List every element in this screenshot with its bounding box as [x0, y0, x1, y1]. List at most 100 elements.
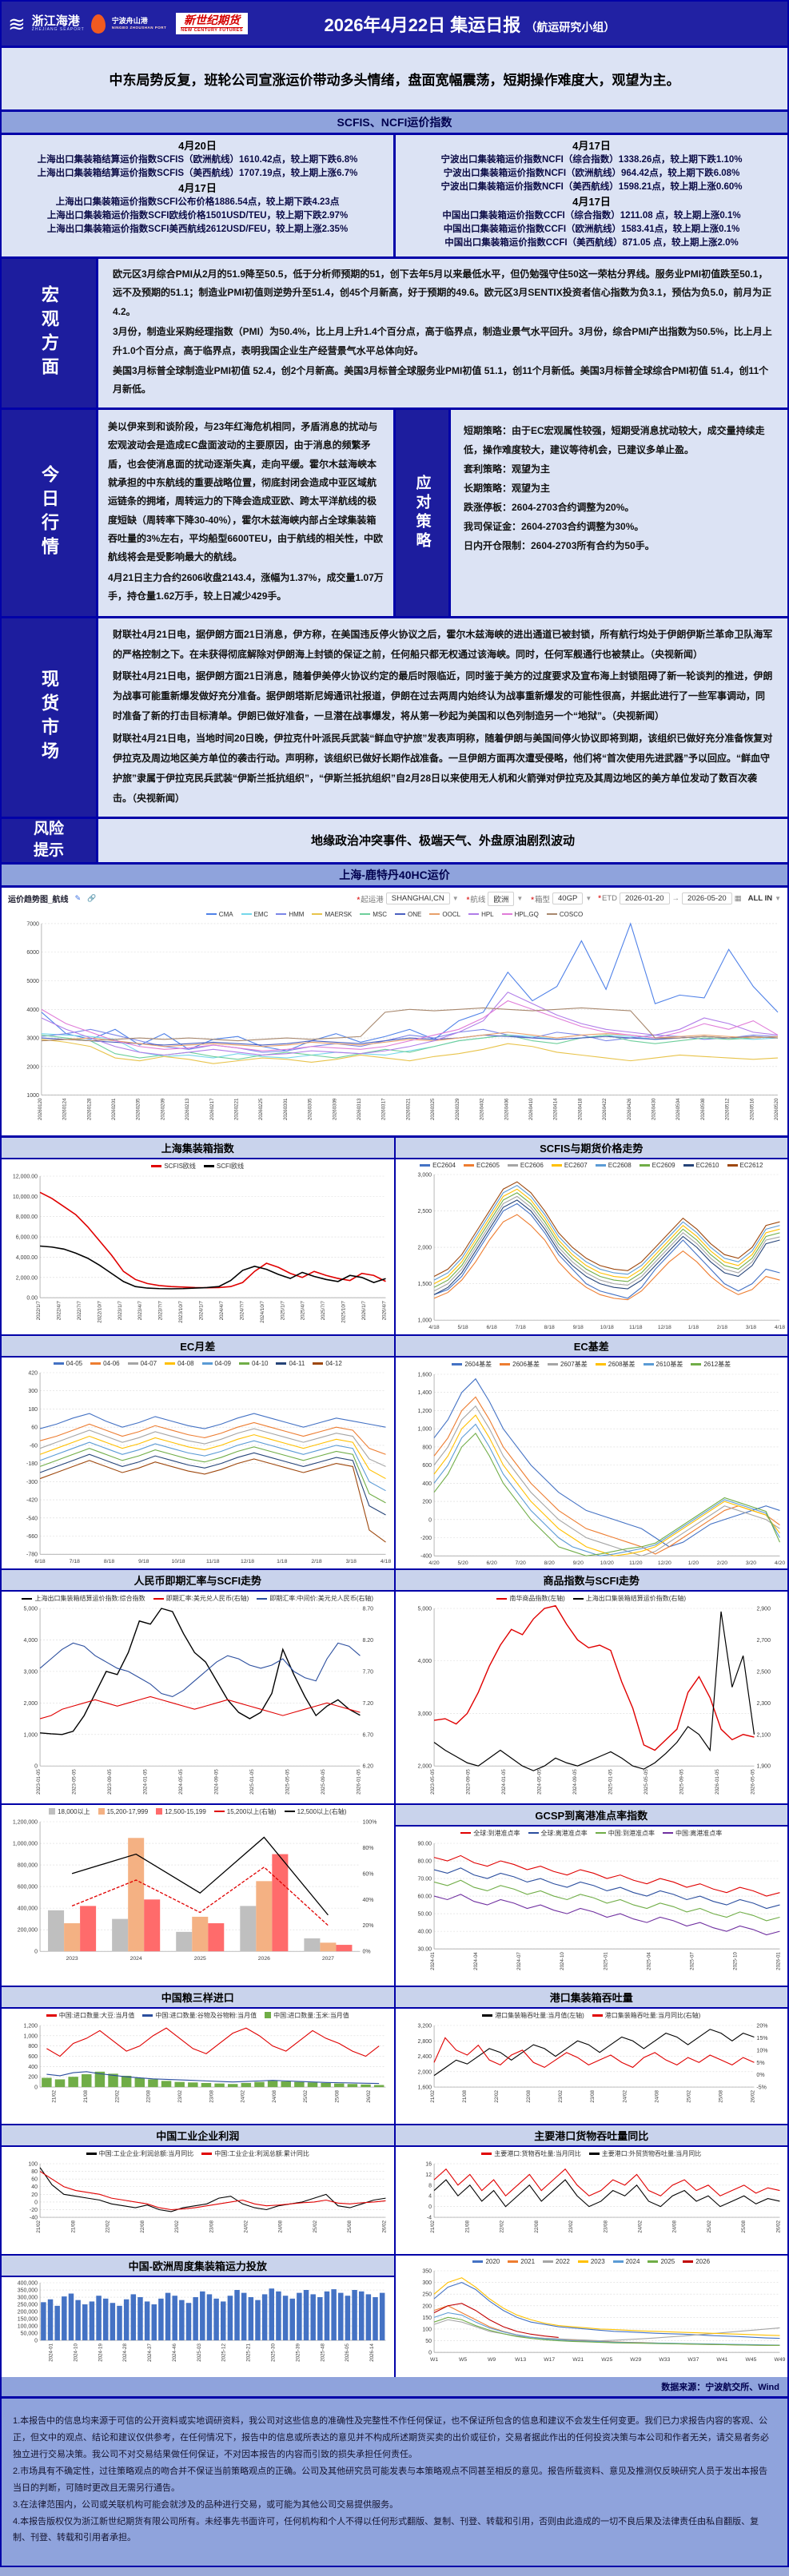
chart-canvas: 90.0080.0070.0060.0050.0040.0030.002024-… — [417, 1841, 781, 1970]
svg-text:0: 0 — [34, 1949, 38, 1954]
svg-text:2026-05: 2026-05 — [345, 2343, 350, 2362]
svg-text:2026-01-05: 2026-01-05 — [714, 1769, 719, 1795]
legend-item: 中国:到港准点率 — [595, 1829, 655, 1838]
svg-text:2,500: 2,500 — [417, 1209, 432, 1214]
edit-icon[interactable]: ✎ — [74, 894, 82, 903]
svg-text:90.00: 90.00 — [417, 1841, 432, 1847]
svg-text:2027: 2027 — [322, 1956, 334, 1962]
svg-text:2025-05-05: 2025-05-05 — [643, 1769, 648, 1795]
page-title: 2026年4月22日 集运日报 （航运研究小组） — [248, 11, 691, 37]
svg-text:W13: W13 — [515, 2357, 526, 2363]
svg-text:24/08: 24/08 — [278, 2220, 284, 2232]
toolbar-select-起运港[interactable]: *起运港 SHANGHAI,CN ▼ — [357, 892, 459, 905]
index-date: 4月17日 — [178, 182, 217, 194]
etd-to-input[interactable]: 2026-05-20 — [682, 892, 732, 905]
svg-text:20260512: 20260512 — [725, 1097, 731, 1119]
svg-text:11/18: 11/18 — [206, 1559, 220, 1564]
svg-text:250: 250 — [422, 2292, 432, 2298]
paragraph: 美国3月标普全球制造业PMI初值 52.4，创2个月新高。美国3月标普全球服务业… — [113, 364, 769, 396]
chart-panel-scfis-futures: SCFIS与期货价格走势 EC2604 EC2605 EC2606 EC2607 EC26… — [395, 1137, 787, 1335]
svg-text:2,000: 2,000 — [417, 2069, 432, 2075]
svg-text:3/18: 3/18 — [745, 1325, 755, 1330]
chart-title: EC基差 — [395, 1336, 787, 1358]
chart-canvas: 1,200,000 1,000,000 800,000 600,000 400,000 2… — [13, 1819, 377, 1962]
svg-text:6/18: 6/18 — [486, 1325, 496, 1330]
svg-text:7.70: 7.70 — [362, 1670, 373, 1676]
svg-text:21/08: 21/08 — [462, 2089, 468, 2102]
svg-text:400,000: 400,000 — [18, 2281, 38, 2287]
svg-text:9/18: 9/18 — [138, 1559, 149, 1564]
svg-text:2025-01-05: 2025-01-05 — [608, 1769, 613, 1795]
svg-text:2024-09-05: 2024-09-05 — [572, 1769, 578, 1795]
chart-panel-cny-scfi: 人民币即期汇率与SCFI走势 上海出口集装箱结算运价指数:综合指数 即期汇率:美元兑… — [2, 1570, 394, 1803]
legend-item: MAERSK — [312, 911, 352, 918]
svg-text:12/18: 12/18 — [657, 1325, 671, 1330]
chevron-down-icon: ▼ — [516, 895, 524, 903]
svg-text:2025: 2025 — [194, 1956, 206, 1962]
svg-text:21/08: 21/08 — [464, 2220, 470, 2232]
legend-item: 04-09 — [201, 1360, 231, 1367]
etd-from-input[interactable]: 2026-01-20 — [619, 892, 670, 905]
svg-text:2,300: 2,300 — [756, 1701, 771, 1707]
svg-text:100: 100 — [422, 2328, 432, 2333]
svg-text:20260414: 20260414 — [553, 1097, 559, 1119]
svg-text:2026: 2026 — [258, 1956, 270, 1962]
svg-text:3/18: 3/18 — [346, 1559, 357, 1564]
etd-field[interactable]: *ETD 2026-01-20 → 2026-05-20 ▦ — [598, 892, 742, 905]
svg-text:W37: W37 — [687, 2357, 699, 2363]
svg-text:10,000.00: 10,000.00 — [13, 1195, 38, 1200]
legend-item: 2608基差 — [595, 1360, 636, 1369]
chart-panel-capacity-delivery: 18,000以上 15,200-17,999 12,500-15,199 15,200… — [2, 1804, 394, 1986]
svg-text:23/08: 23/08 — [209, 2220, 214, 2232]
svg-text:6.20: 6.20 — [362, 1764, 373, 1770]
svg-text:22/08: 22/08 — [146, 2089, 152, 2102]
ningbo-logo-en: NINGBO ZHOUSHAN PORT — [111, 26, 167, 30]
legend-item: EC2604 — [420, 1162, 456, 1169]
svg-text:70.00: 70.00 — [417, 1876, 432, 1882]
svg-text:200: 200 — [28, 2075, 38, 2081]
report-header: ≋ 浙江海港 ZHEJIANG SEAPORT 宁波舟山港 NINGBO ZHO… — [2, 2, 787, 48]
calendar-icon[interactable]: ▦ — [734, 894, 742, 904]
svg-text:2025-04: 2025-04 — [646, 1951, 652, 1970]
chart-legend: 中国:进口数量:大豆:当月值 中国:进口数量:谷物及谷物粉:当月值 中国:进口数量:… — [2, 2009, 394, 2020]
chevron-down-icon: ▼ — [585, 895, 592, 903]
chart-title: 港口集装箱吞吐量 — [395, 1986, 787, 2009]
svg-text:6/18: 6/18 — [34, 1559, 45, 1564]
svg-text:21/08: 21/08 — [70, 2220, 76, 2232]
svg-text:60: 60 — [31, 1425, 38, 1431]
legend-item: EC2612 — [727, 1162, 763, 1169]
legend-item: 2022 — [543, 2258, 570, 2265]
disclaimer-paragraph: 1.本报告中的信息均来源于可信的公开资料或实地调研资料，我公司对这些信息的准确性… — [13, 2416, 769, 2459]
chart-legend: 2020 2021 2022 2023 2024 2025 2026 — [396, 2256, 788, 2265]
svg-text:0%: 0% — [756, 2073, 764, 2078]
svg-text:350,000: 350,000 — [18, 2288, 38, 2294]
chart-canvas: 12,000.00 10,000.00 8,000.00 6,000.00 4,000.… — [13, 1174, 388, 1322]
svg-text:2,000: 2,000 — [417, 1764, 432, 1770]
svg-text:100,000: 100,000 — [18, 2324, 38, 2330]
chart-legend: 主要港口:货物吞吐量:当月同比 主要港口:外贸货物吞吐量:当月同比 — [396, 2147, 788, 2158]
link-icon[interactable]: 🔗 — [87, 894, 97, 903]
toolbar-select-航线[interactable]: *航线 欧洲 ▼ — [467, 891, 524, 906]
chart-legend: 港口集装箱吞吐量:当月值(左轴) 港口集装箱吞吐量:当月同比(右轴) — [396, 2009, 788, 2020]
legend-item: 2612基差 — [691, 1360, 731, 1369]
svg-text:10/18: 10/18 — [600, 1325, 613, 1330]
legend-item: SCFI欧线 — [203, 1162, 244, 1171]
svg-text:8,000.00: 8,000.00 — [16, 1214, 38, 1220]
svg-text:50,000: 50,000 — [21, 2332, 38, 2337]
svg-text:800: 800 — [422, 1445, 432, 1451]
index-line: 上海出口集装箱结算运价指数SCFIS（欧洲航线）1610.42点，较上期下跌6.… — [37, 155, 358, 165]
svg-text:4: 4 — [428, 2194, 432, 2200]
allin-select[interactable]: ALL IN ▼ — [747, 894, 781, 904]
svg-text:1,000,000: 1,000,000 — [13, 1841, 38, 1847]
svg-text:2024-19: 2024-19 — [98, 2343, 103, 2362]
svg-text:2,000: 2,000 — [24, 1701, 38, 1707]
seaport-wave-icon: ≋ — [8, 11, 26, 36]
chart-grid: 上海集装箱指数 SCFIS欧线 SCFI欧线 12,000.00 10,000.00 8,… — [2, 1137, 788, 2378]
svg-text:2025-05-05: 2025-05-05 — [285, 1769, 290, 1795]
svg-text:5000: 5000 — [26, 979, 39, 984]
svg-text:26/02: 26/02 — [750, 2089, 755, 2102]
toolbar-select-箱型[interactable]: *箱型 40GP ▼ — [531, 892, 592, 905]
svg-text:400,000: 400,000 — [18, 1906, 38, 1911]
